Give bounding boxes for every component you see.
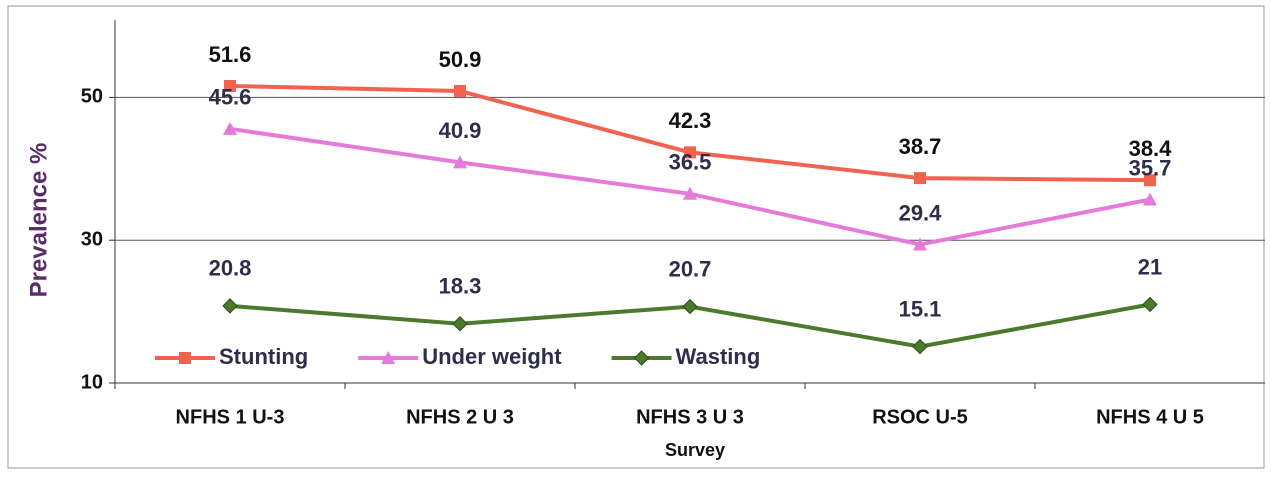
legend-marker bbox=[179, 352, 191, 364]
data-label: 20.7 bbox=[669, 256, 712, 281]
data-label: 38.4 bbox=[1129, 136, 1173, 161]
data-label: 36.5 bbox=[669, 150, 712, 175]
legend-label: Wasting bbox=[676, 344, 761, 369]
x-tick-label: NFHS 4 U 5 bbox=[1096, 406, 1204, 428]
data-point bbox=[683, 186, 697, 200]
data-point bbox=[222, 298, 238, 314]
data-label: 40.9 bbox=[439, 118, 482, 143]
data-label: 21 bbox=[1138, 254, 1162, 279]
data-point bbox=[224, 79, 236, 92]
data-point bbox=[1143, 192, 1157, 206]
legend-marker bbox=[633, 350, 650, 366]
x-tick-label: RSOC U-5 bbox=[872, 406, 968, 428]
y-tick-label: 30 bbox=[81, 228, 103, 250]
data-label: 51.6 bbox=[209, 42, 252, 67]
series-line bbox=[229, 126, 1151, 247]
data-point bbox=[913, 237, 927, 251]
data-point bbox=[454, 84, 466, 97]
data-label: 15.1 bbox=[899, 296, 942, 321]
legend-label: Stunting bbox=[219, 344, 308, 369]
data-point bbox=[914, 172, 926, 185]
data-point bbox=[223, 121, 237, 135]
data-point bbox=[453, 155, 467, 169]
y-tick-label: 50 bbox=[81, 86, 103, 108]
x-tick-label: NFHS 2 U 3 bbox=[406, 406, 514, 428]
data-label: 20.8 bbox=[209, 256, 252, 281]
data-point bbox=[1142, 296, 1158, 313]
data-point bbox=[684, 146, 696, 159]
data-label: 42.3 bbox=[669, 108, 712, 133]
x-axis-label: Survey bbox=[665, 440, 725, 460]
data-label: 38.7 bbox=[899, 134, 942, 159]
y-axis-label: Prevalence % bbox=[25, 143, 52, 298]
data-label: 18.3 bbox=[439, 274, 482, 299]
x-tick-label: NFHS 3 U 3 bbox=[636, 406, 744, 428]
data-point bbox=[1144, 174, 1156, 187]
chart-border bbox=[7, 5, 1265, 469]
data-point bbox=[912, 338, 928, 355]
legend-label: Under weight bbox=[422, 344, 562, 369]
legend-marker bbox=[381, 351, 396, 364]
data-point bbox=[682, 298, 698, 315]
data-label: 45.6 bbox=[209, 85, 252, 110]
data-label: 50.9 bbox=[439, 47, 482, 72]
x-tick-label: NFHS 1 U-3 bbox=[176, 406, 285, 428]
data-label: 35.7 bbox=[1129, 155, 1172, 180]
y-tick-label: 10 bbox=[81, 371, 103, 393]
data-label: 29.4 bbox=[899, 200, 943, 225]
data-point bbox=[452, 316, 468, 332]
